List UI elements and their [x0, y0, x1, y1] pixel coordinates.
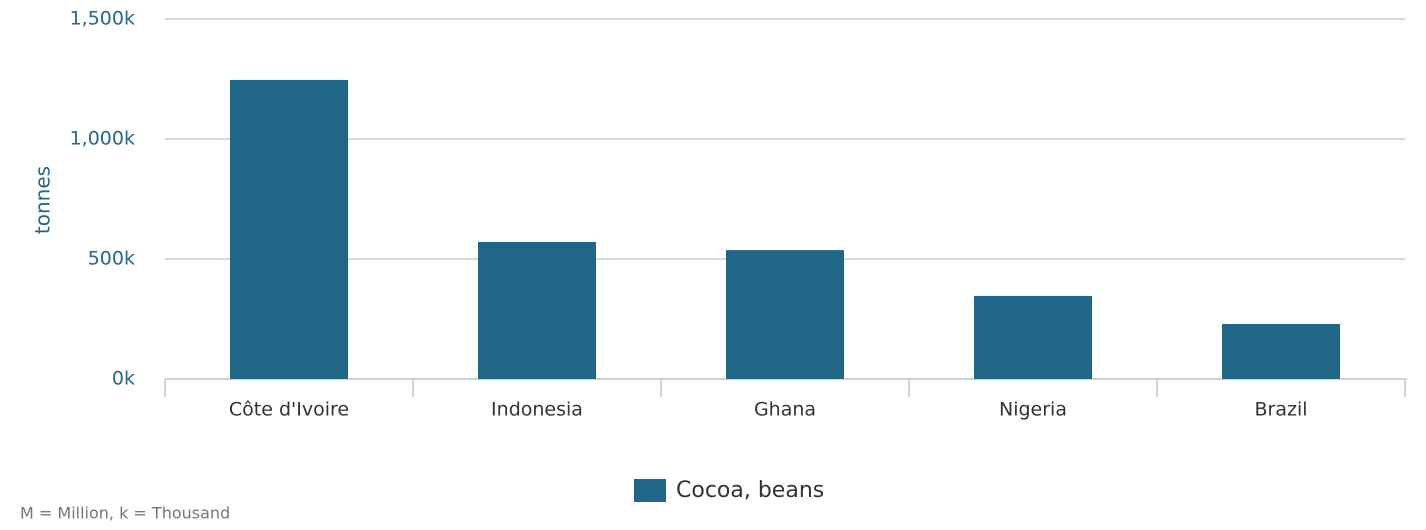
x-tick-label: Nigeria [999, 399, 1067, 421]
bar [974, 295, 1092, 379]
x-tick-label: Côte d'Ivoire [229, 399, 349, 421]
y-tick-label: 1,000k [70, 128, 135, 150]
legend-swatch [634, 479, 666, 502]
y-tick-label: 1,500k [70, 8, 135, 30]
bar [478, 241, 596, 379]
legend-label: Cocoa, beans [676, 478, 824, 503]
x-tick-label: Brazil [1254, 399, 1307, 421]
y-tick-label: 500k [88, 248, 135, 270]
y-axis-label: tonnes [31, 166, 55, 234]
x-tick-label: Indonesia [491, 399, 583, 421]
x-tick-label: Ghana [754, 399, 816, 421]
footnote: M = Million, k = Thousand [20, 504, 230, 523]
bar [1222, 324, 1340, 379]
y-tick-label: 0k [112, 368, 135, 390]
bar [230, 79, 348, 380]
bar [726, 250, 844, 379]
